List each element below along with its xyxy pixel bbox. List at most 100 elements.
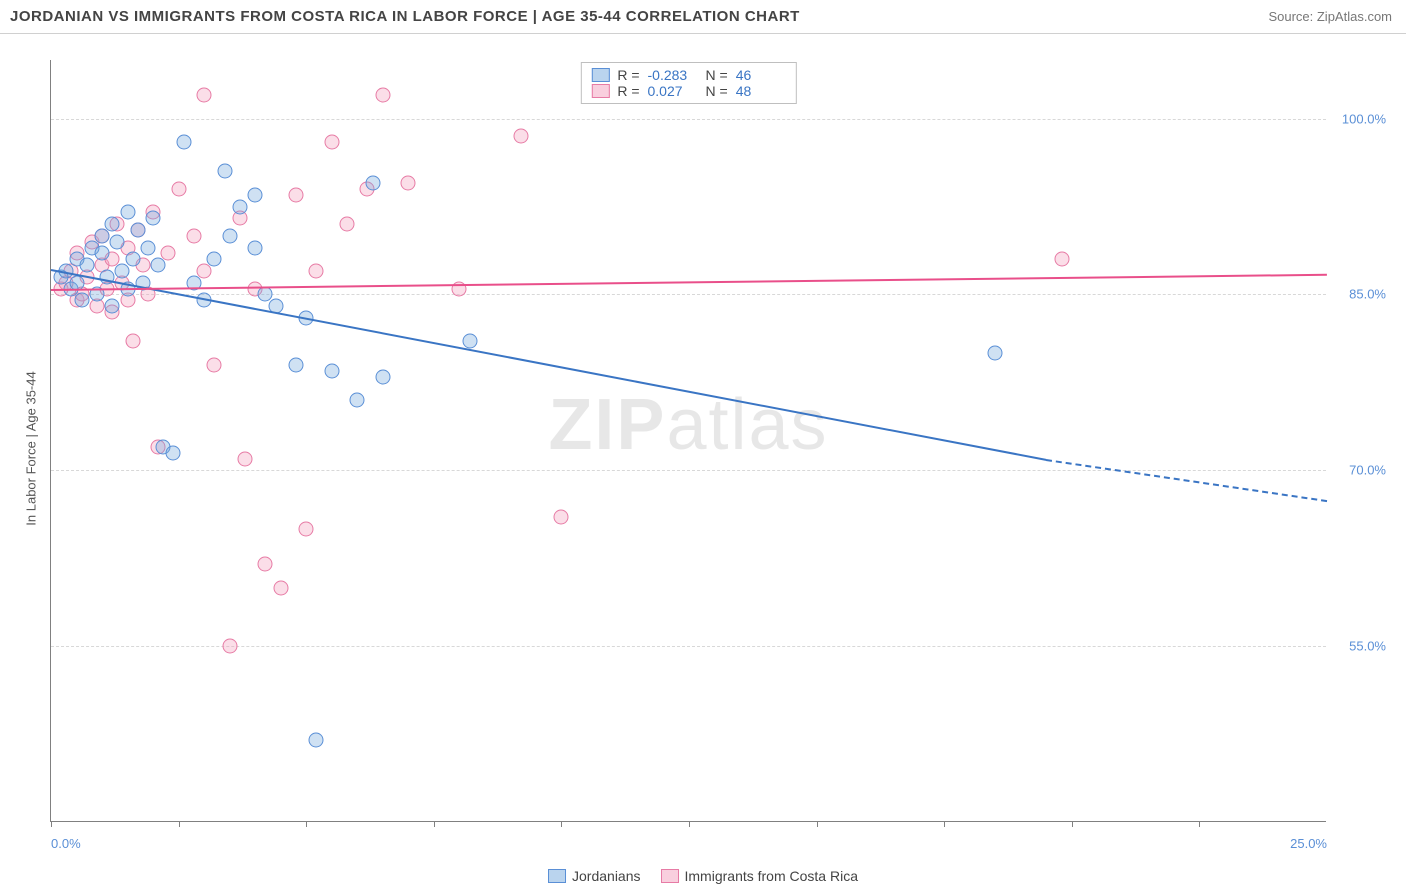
data-point xyxy=(146,211,161,226)
data-point xyxy=(1054,252,1069,267)
data-point xyxy=(222,639,237,654)
chart-title: JORDANIAN VS IMMIGRANTS FROM COSTA RICA … xyxy=(10,8,800,25)
data-point xyxy=(248,240,263,255)
data-point xyxy=(365,176,380,191)
watermark-light: atlas xyxy=(666,385,828,465)
y-tick-label: 70.0% xyxy=(1349,463,1386,478)
x-tick xyxy=(689,821,690,827)
data-point xyxy=(237,451,252,466)
y-tick-label: 85.0% xyxy=(1349,287,1386,302)
r-label: R = xyxy=(617,83,639,99)
data-point xyxy=(79,258,94,273)
data-point xyxy=(288,357,303,372)
series-legend: Jordanians Immigrants from Costa Rica xyxy=(548,868,858,884)
data-point xyxy=(207,357,222,372)
data-point xyxy=(375,369,390,384)
watermark: ZIPatlas xyxy=(548,384,828,466)
gridline xyxy=(51,294,1326,295)
x-tick xyxy=(1199,821,1200,827)
data-point xyxy=(324,363,339,378)
data-point xyxy=(125,252,140,267)
x-tick xyxy=(179,821,180,827)
data-point xyxy=(95,228,110,243)
trendline-jordanians-dash xyxy=(1046,459,1327,502)
gridline xyxy=(51,119,1326,120)
chart-header: JORDANIAN VS IMMIGRANTS FROM COSTA RICA … xyxy=(0,0,1406,34)
data-point xyxy=(186,228,201,243)
x-tick xyxy=(944,821,945,827)
data-point xyxy=(299,521,314,536)
legend-swatch xyxy=(591,84,609,98)
x-tick-label: 25.0% xyxy=(1290,836,1327,851)
data-point xyxy=(288,187,303,202)
correlation-legend: R = -0.283 N = 46 R = 0.027 N = 48 xyxy=(580,62,796,104)
data-point xyxy=(171,181,186,196)
data-point xyxy=(120,205,135,220)
data-point xyxy=(232,199,247,214)
data-point xyxy=(375,88,390,103)
legend-row: R = 0.027 N = 48 xyxy=(591,83,785,99)
data-point xyxy=(258,557,273,572)
data-point xyxy=(273,580,288,595)
data-point xyxy=(309,264,324,279)
data-point xyxy=(115,264,130,279)
data-point xyxy=(125,334,140,349)
data-point xyxy=(105,299,120,314)
data-point xyxy=(176,135,191,150)
data-point xyxy=(207,252,222,267)
r-value: -0.283 xyxy=(648,67,698,83)
gridline xyxy=(51,646,1326,647)
legend-swatch xyxy=(661,869,679,883)
data-point xyxy=(554,510,569,525)
legend-label: Immigrants from Costa Rica xyxy=(685,868,858,884)
data-point xyxy=(110,234,125,249)
watermark-bold: ZIP xyxy=(548,385,666,465)
legend-label: Jordanians xyxy=(572,868,641,884)
x-tick xyxy=(1072,821,1073,827)
r-label: R = xyxy=(617,67,639,83)
data-point xyxy=(324,135,339,150)
x-tick-label: 0.0% xyxy=(51,836,81,851)
data-point xyxy=(140,240,155,255)
y-tick-label: 100.0% xyxy=(1342,111,1386,126)
data-point xyxy=(197,88,212,103)
r-value: 0.027 xyxy=(648,83,698,99)
data-point xyxy=(166,445,181,460)
data-point xyxy=(105,217,120,232)
legend-item: Immigrants from Costa Rica xyxy=(661,868,858,884)
n-label: N = xyxy=(706,67,728,83)
data-point xyxy=(462,334,477,349)
data-point xyxy=(74,293,89,308)
x-tick xyxy=(51,821,52,827)
x-tick xyxy=(306,821,307,827)
chart-source: Source: ZipAtlas.com xyxy=(1268,9,1392,24)
x-tick xyxy=(434,821,435,827)
data-point xyxy=(222,228,237,243)
n-value: 46 xyxy=(736,67,786,83)
data-point xyxy=(217,164,232,179)
data-point xyxy=(309,732,324,747)
legend-row: R = -0.283 N = 46 xyxy=(591,67,785,83)
n-label: N = xyxy=(706,83,728,99)
data-point xyxy=(513,129,528,144)
y-tick-label: 55.0% xyxy=(1349,639,1386,654)
x-tick xyxy=(817,821,818,827)
data-point xyxy=(401,176,416,191)
x-tick xyxy=(561,821,562,827)
n-value: 48 xyxy=(736,83,786,99)
data-point xyxy=(248,187,263,202)
data-point xyxy=(95,246,110,261)
y-axis-title: In Labor Force | Age 35-44 xyxy=(24,371,39,525)
trendline-jordanians xyxy=(51,269,1047,461)
legend-item: Jordanians xyxy=(548,868,641,884)
legend-swatch xyxy=(548,869,566,883)
legend-swatch xyxy=(591,68,609,82)
plot-region: ZIPatlas In Labor Force | Age 35-44 R =-… xyxy=(50,60,1326,822)
data-point xyxy=(350,392,365,407)
data-point xyxy=(151,258,166,273)
chart-area: ZIPatlas In Labor Force | Age 35-44 R =-… xyxy=(10,40,1396,842)
data-point xyxy=(340,217,355,232)
data-point xyxy=(130,222,145,237)
data-point xyxy=(988,346,1003,361)
trendline-costarica xyxy=(51,273,1327,290)
